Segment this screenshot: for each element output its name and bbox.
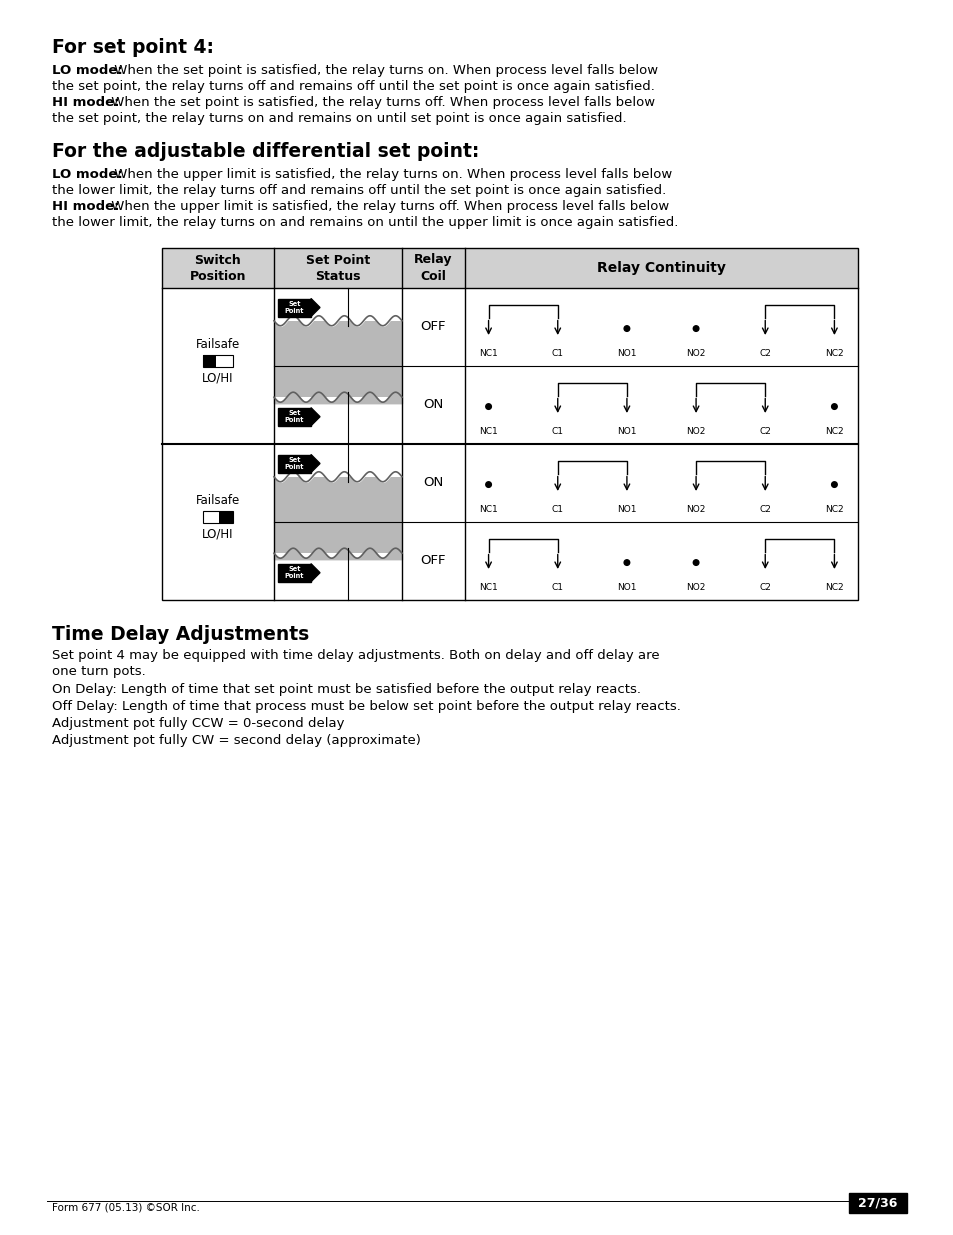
Circle shape [485, 482, 491, 488]
Bar [277, 299, 311, 316]
Text: the lower limit, the relay turns on and remains on until the upper limit is once: the lower limit, the relay turns on and … [52, 216, 678, 228]
Text: Switch
Position: Switch Position [190, 253, 246, 283]
Text: Off Delay: Length of time that process must be below set point before the output: Off Delay: Length of time that process m… [52, 700, 680, 713]
Text: For set point 4:: For set point 4: [52, 38, 213, 57]
Text: NO2: NO2 [685, 505, 705, 514]
Circle shape [623, 559, 629, 566]
Bar [162, 248, 857, 600]
Bar [274, 445, 401, 477]
Text: one turn pots.: one turn pots. [52, 664, 146, 678]
Bar [277, 454, 311, 473]
Bar [274, 366, 401, 445]
Text: LO/HI: LO/HI [202, 527, 233, 541]
Text: LO/HI: LO/HI [202, 372, 233, 384]
Text: NO2: NO2 [685, 583, 705, 592]
Text: HI mode:: HI mode: [52, 96, 119, 109]
Text: NO1: NO1 [617, 348, 636, 358]
Polygon shape [311, 563, 319, 582]
Text: ON: ON [423, 399, 443, 411]
Bar [274, 398, 401, 445]
Text: When the upper limit is satisfied, the relay turns off. When process level falls: When the upper limit is satisfied, the r… [107, 200, 669, 212]
Polygon shape [311, 454, 319, 473]
Text: Set
Point: Set Point [285, 301, 304, 314]
Text: Failsafe: Failsafe [195, 337, 240, 351]
Text: C1: C1 [551, 583, 563, 592]
Text: C2: C2 [759, 505, 770, 514]
Text: NC1: NC1 [478, 583, 497, 592]
Circle shape [693, 559, 699, 566]
Text: the lower limit, the relay turns off and remains off until the set point is once: the lower limit, the relay turns off and… [52, 184, 665, 198]
Text: OFF: OFF [420, 321, 446, 333]
Bar [274, 288, 401, 366]
Polygon shape [311, 299, 319, 316]
Bar [203, 354, 233, 367]
Bar [274, 522, 401, 600]
Text: NC2: NC2 [824, 505, 842, 514]
Text: C2: C2 [759, 427, 770, 436]
Text: When the set point is satisfied, the relay turns off. When process level falls b: When the set point is satisfied, the rel… [107, 96, 655, 109]
Text: NO1: NO1 [617, 505, 636, 514]
Text: C2: C2 [759, 583, 770, 592]
Text: NC2: NC2 [824, 583, 842, 592]
Text: Set
Point: Set Point [285, 457, 304, 471]
Text: the set point, the relay turns on and remains on until set point is once again s: the set point, the relay turns on and re… [52, 112, 626, 125]
Bar [277, 408, 311, 426]
Bar [274, 553, 401, 600]
Circle shape [831, 482, 837, 488]
Text: ON: ON [423, 477, 443, 489]
Circle shape [693, 326, 699, 331]
Text: Time Delay Adjustments: Time Delay Adjustments [52, 625, 309, 643]
Circle shape [623, 326, 629, 331]
Text: the set point, the relay turns off and remains off until the set point is once a: the set point, the relay turns off and r… [52, 80, 654, 93]
Bar [277, 563, 311, 582]
Text: For the adjustable differential set point:: For the adjustable differential set poin… [52, 142, 478, 161]
Text: 27/36: 27/36 [858, 1197, 897, 1209]
Text: NC1: NC1 [478, 505, 497, 514]
Text: NO1: NO1 [617, 427, 636, 436]
Text: Form 677 (05.13) ©SOR Inc.: Form 677 (05.13) ©SOR Inc. [52, 1203, 200, 1213]
Text: NO2: NO2 [685, 348, 705, 358]
Bar [219, 511, 233, 522]
Text: OFF: OFF [420, 555, 446, 568]
Text: Failsafe: Failsafe [195, 494, 240, 506]
Text: On Delay: Length of time that set point must be satisfied before the output rela: On Delay: Length of time that set point … [52, 683, 640, 697]
Text: LO mode:: LO mode: [52, 168, 123, 182]
Text: Relay Continuity: Relay Continuity [597, 261, 725, 275]
Bar [162, 248, 857, 288]
Circle shape [485, 404, 491, 409]
Text: NC1: NC1 [478, 348, 497, 358]
Bar [274, 288, 401, 321]
Text: Set Point
Status: Set Point Status [306, 253, 370, 283]
Bar [203, 354, 216, 367]
Text: Adjustment pot fully CCW = 0-second delay: Adjustment pot fully CCW = 0-second dela… [52, 718, 344, 730]
Text: C1: C1 [551, 427, 563, 436]
Text: Set
Point: Set Point [285, 410, 304, 424]
Text: Relay
Coil: Relay Coil [414, 253, 453, 283]
Text: NC2: NC2 [824, 427, 842, 436]
Text: Set point 4 may be equipped with time delay adjustments. Both on delay and off d: Set point 4 may be equipped with time de… [52, 650, 659, 662]
Polygon shape [311, 408, 319, 426]
Text: Adjustment pot fully CW = second delay (approximate): Adjustment pot fully CW = second delay (… [52, 734, 420, 747]
Text: When the upper limit is satisfied, the relay turns on. When process level falls : When the upper limit is satisfied, the r… [110, 168, 672, 182]
Text: C2: C2 [759, 348, 770, 358]
Circle shape [831, 404, 837, 409]
Text: C1: C1 [551, 505, 563, 514]
Text: LO mode:: LO mode: [52, 64, 123, 77]
Text: Set
Point: Set Point [285, 566, 304, 579]
Text: NC1: NC1 [478, 427, 497, 436]
Text: NO2: NO2 [685, 427, 705, 436]
Bar [848, 1193, 906, 1213]
Text: C1: C1 [551, 348, 563, 358]
Text: NO1: NO1 [617, 583, 636, 592]
Text: HI mode:: HI mode: [52, 200, 119, 212]
Text: NC2: NC2 [824, 348, 842, 358]
Bar [203, 511, 233, 522]
Text: When the set point is satisfied, the relay turns on. When process level falls be: When the set point is satisfied, the rel… [110, 64, 658, 77]
Bar [274, 445, 401, 522]
